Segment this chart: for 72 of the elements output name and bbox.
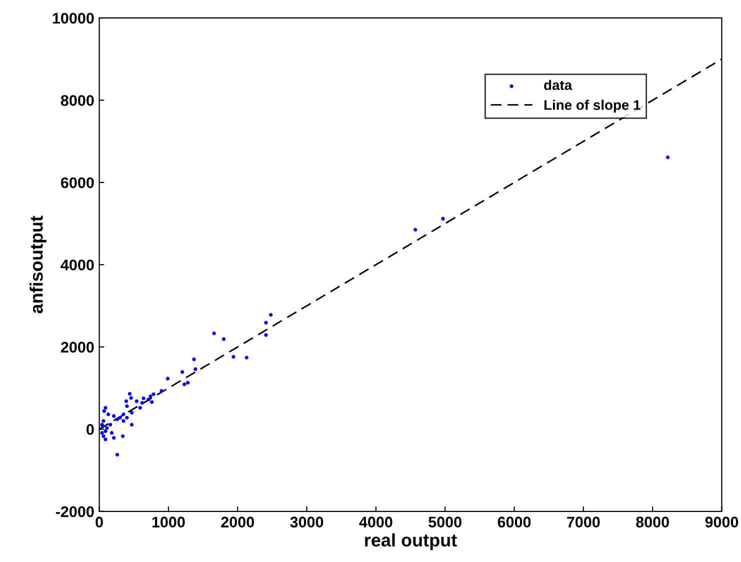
y-tick-label: 6000	[61, 177, 94, 188]
point	[115, 452, 120, 457]
point	[108, 422, 112, 426]
point	[125, 416, 129, 420]
point	[148, 394, 152, 398]
point	[192, 357, 196, 362]
y-tick-label: 2000	[60, 342, 94, 353]
point	[118, 416, 122, 420]
point	[112, 414, 116, 418]
point	[104, 406, 108, 410]
point	[124, 399, 128, 404]
point	[102, 419, 106, 423]
point	[102, 409, 106, 413]
point	[104, 438, 108, 442]
point	[115, 417, 120, 422]
point	[138, 406, 142, 410]
x-tick-label: 2000	[221, 516, 254, 528]
point	[129, 396, 133, 400]
x-tick-label: 6000	[498, 516, 531, 528]
point	[130, 422, 134, 426]
point	[441, 216, 445, 220]
point	[122, 412, 126, 416]
point	[264, 320, 268, 325]
x-tick-label: 1000	[152, 516, 185, 528]
point	[125, 404, 129, 408]
point	[414, 228, 418, 232]
point	[130, 410, 134, 415]
point	[152, 392, 156, 396]
y-tick-label: 4000	[60, 260, 94, 270]
point	[166, 376, 170, 380]
point	[180, 370, 184, 374]
point	[106, 412, 110, 416]
point	[666, 156, 670, 160]
point	[150, 400, 154, 404]
x-tick-label: 3000	[290, 516, 324, 528]
y-tick-label: 10000	[52, 12, 94, 24]
y-tick-label: -2000	[56, 506, 94, 518]
legend-label: data	[544, 80, 572, 90]
point	[232, 354, 236, 359]
x-tick-label: 7000	[567, 516, 600, 528]
y-tick-label: 0	[86, 424, 94, 435]
legend-label: Line of slope 1	[544, 100, 640, 113]
point	[120, 434, 125, 438]
y-tick-label: 8000	[60, 95, 94, 106]
point	[110, 431, 114, 435]
point	[140, 401, 144, 405]
point	[212, 332, 216, 336]
point	[182, 382, 186, 386]
x-tick-label: 0	[96, 516, 103, 528]
x-tick-label: 9000	[705, 516, 738, 528]
point	[105, 426, 109, 430]
point	[268, 313, 273, 317]
x-tick-label: 8000	[636, 516, 669, 528]
point	[222, 337, 226, 341]
point	[134, 399, 138, 404]
point	[186, 380, 190, 385]
point	[146, 398, 150, 402]
point	[244, 356, 248, 360]
point	[160, 389, 164, 393]
point	[122, 419, 126, 423]
point	[128, 392, 132, 396]
x-tick-label: 5000	[428, 516, 462, 528]
point	[104, 429, 108, 434]
point	[102, 434, 106, 438]
point	[264, 333, 268, 337]
point	[112, 436, 116, 440]
x-tick-label: 4000	[359, 516, 392, 528]
point	[142, 396, 146, 400]
x-axis-title: real output	[365, 533, 457, 550]
point	[194, 367, 198, 371]
point	[100, 431, 104, 435]
y-axis-title: anfisoutput	[30, 216, 46, 314]
